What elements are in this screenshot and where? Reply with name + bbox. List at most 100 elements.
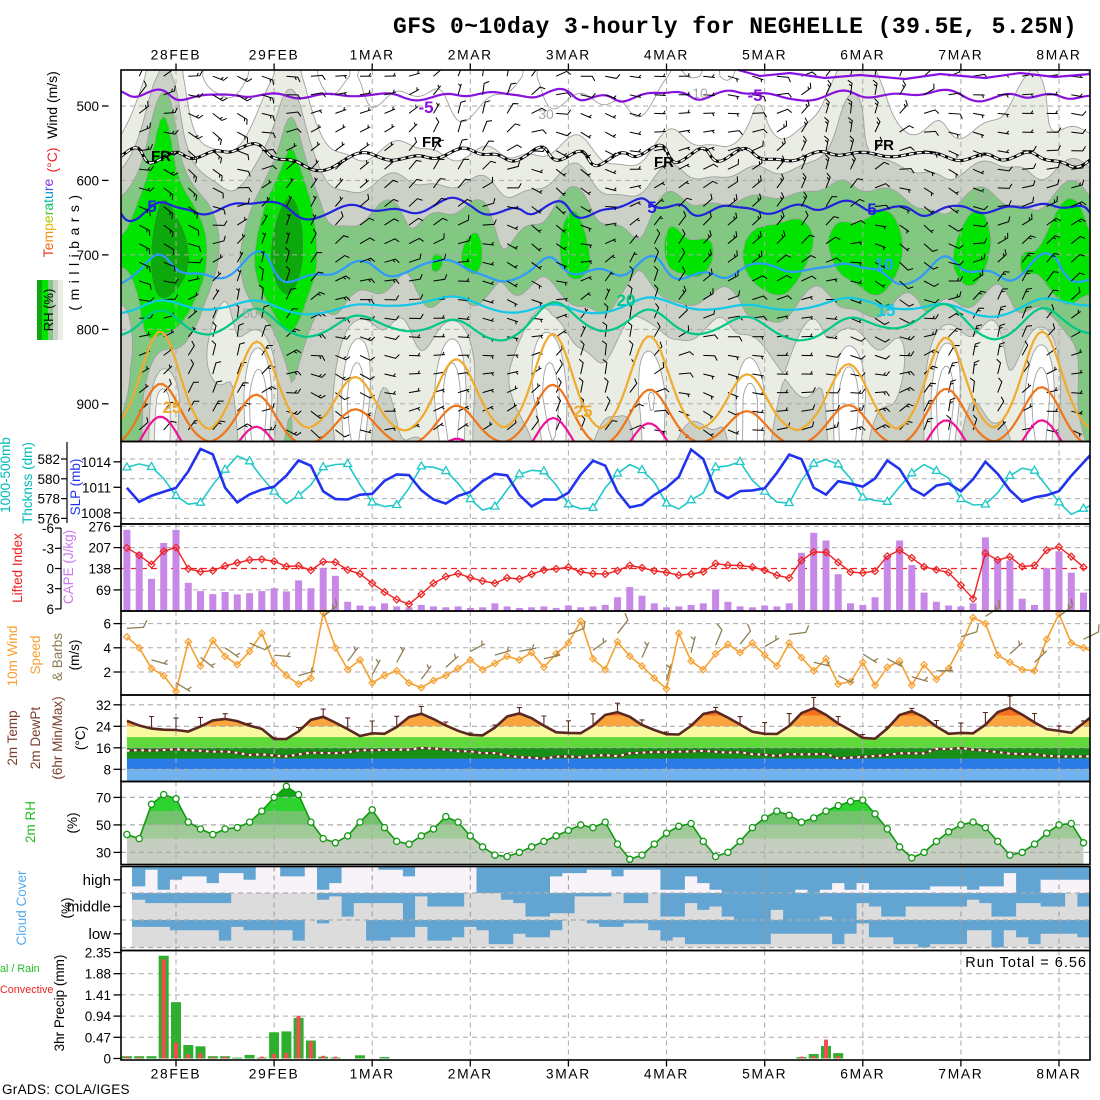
- svg-text:25: 25: [574, 402, 593, 421]
- svg-text:1.41: 1.41: [85, 988, 111, 1003]
- svg-text:1011: 1011: [82, 480, 111, 495]
- svg-text:10: 10: [692, 85, 708, 101]
- svg-text:middle: middle: [67, 899, 111, 916]
- svg-text:16: 16: [96, 741, 111, 756]
- svg-text:600: 600: [76, 173, 99, 188]
- svg-text:(°C): (°C): [44, 147, 60, 172]
- svg-text:GFS 0~10day 3-hourly for NEGHE: GFS 0~10day 3-hourly for NEGHELLE (39.5E…: [393, 14, 1077, 40]
- svg-text:1000-500mb: 1000-500mb: [0, 437, 13, 513]
- svg-text:Temperature: Temperature: [40, 178, 56, 257]
- svg-text:& Barbs: & Barbs: [50, 633, 65, 681]
- svg-text:1014: 1014: [81, 455, 112, 470]
- svg-text:15: 15: [877, 301, 896, 320]
- svg-text:2MAR: 2MAR: [448, 48, 493, 63]
- svg-text:30: 30: [538, 106, 554, 122]
- svg-text:0: 0: [46, 562, 54, 577]
- svg-text:Lifted Index: Lifted Index: [10, 533, 25, 603]
- svg-text:2m RH: 2m RH: [23, 801, 38, 843]
- svg-text:500: 500: [76, 99, 99, 114]
- svg-text:4MAR: 4MAR: [644, 1067, 689, 1082]
- svg-text:32: 32: [96, 698, 111, 713]
- svg-text:Wind (m/s): Wind (m/s): [44, 71, 60, 139]
- svg-text:8MAR: 8MAR: [1036, 1067, 1081, 1082]
- svg-text:high: high: [83, 872, 111, 889]
- svg-text:29FEB: 29FEB: [249, 48, 300, 63]
- svg-text:576: 576: [37, 511, 60, 526]
- svg-text:0.94: 0.94: [85, 1009, 112, 1024]
- svg-text:low: low: [88, 926, 111, 943]
- svg-text:4MAR: 4MAR: [644, 48, 689, 63]
- svg-text:-5: -5: [747, 86, 762, 105]
- svg-text:(millibars): (millibars): [66, 189, 82, 310]
- svg-text:5: 5: [867, 200, 876, 219]
- svg-text:6MAR: 6MAR: [840, 1067, 885, 1082]
- svg-text:29FEB: 29FEB: [249, 1067, 300, 1082]
- svg-text:1MAR: 1MAR: [350, 48, 395, 63]
- svg-text:580: 580: [37, 472, 60, 487]
- svg-text:-3: -3: [42, 541, 54, 556]
- svg-text:800: 800: [76, 322, 99, 337]
- svg-text:(%): (%): [59, 898, 74, 919]
- svg-text:2m DewPt: 2m DewPt: [28, 707, 43, 770]
- svg-text:FR: FR: [874, 137, 894, 154]
- svg-text:CAPE (J/kg): CAPE (J/kg): [61, 530, 76, 604]
- svg-text:RH (%): RH (%): [41, 289, 56, 332]
- svg-text:Cloud Cover: Cloud Cover: [14, 870, 29, 946]
- svg-text:7MAR: 7MAR: [938, 1067, 983, 1082]
- svg-text:(°C): (°C): [73, 726, 88, 750]
- svg-text:SLP (mb): SLP (mb): [68, 459, 83, 516]
- svg-text:3MAR: 3MAR: [546, 48, 591, 63]
- svg-text:6: 6: [46, 602, 54, 617]
- svg-text:FR: FR: [151, 148, 171, 165]
- svg-text:10: 10: [875, 255, 894, 274]
- svg-text:6MAR: 6MAR: [840, 48, 885, 63]
- svg-text:5: 5: [147, 197, 156, 216]
- svg-text:3hr Precip (mm): 3hr Precip (mm): [52, 955, 67, 1052]
- svg-text:1.88: 1.88: [85, 967, 111, 982]
- svg-text:28FEB: 28FEB: [151, 1067, 202, 1082]
- svg-text:(m/s): (m/s): [67, 640, 82, 671]
- svg-text:50: 50: [96, 818, 111, 833]
- svg-text:FR: FR: [422, 134, 442, 151]
- svg-text:900: 900: [76, 397, 99, 412]
- svg-text:70: 70: [96, 790, 111, 805]
- svg-text:0.47: 0.47: [85, 1030, 111, 1045]
- svg-text:28FEB: 28FEB: [151, 48, 202, 63]
- svg-text:-6: -6: [42, 521, 54, 536]
- svg-text:3: 3: [46, 582, 54, 597]
- svg-text:3MAR: 3MAR: [546, 1067, 591, 1082]
- svg-text:24: 24: [96, 719, 112, 734]
- svg-text:2.35: 2.35: [85, 946, 111, 961]
- svg-text:30: 30: [96, 845, 111, 860]
- svg-text:25: 25: [163, 398, 182, 417]
- svg-text:2MAR: 2MAR: [448, 1067, 493, 1082]
- svg-text:1008: 1008: [81, 506, 111, 521]
- svg-text:5MAR: 5MAR: [742, 1067, 787, 1082]
- svg-text:8: 8: [103, 762, 111, 777]
- svg-text:2: 2: [103, 665, 111, 680]
- svg-text:4: 4: [103, 641, 111, 656]
- svg-text:al / Rain: al / Rain: [0, 963, 40, 975]
- svg-text:GrADS: COLA/IGES: GrADS: COLA/IGES: [2, 1082, 130, 1097]
- svg-text:6: 6: [103, 617, 111, 632]
- svg-text:Speed: Speed: [28, 635, 43, 674]
- svg-text:0: 0: [103, 1052, 111, 1067]
- svg-text:8MAR: 8MAR: [1036, 48, 1081, 63]
- svg-text:-5: -5: [418, 98, 433, 117]
- svg-text:Thcknss (dm): Thcknss (dm): [20, 442, 35, 524]
- svg-text:138: 138: [88, 562, 111, 577]
- svg-text:50: 50: [976, 188, 992, 204]
- svg-text:578: 578: [37, 492, 60, 507]
- svg-text:700: 700: [76, 248, 99, 263]
- svg-text:276: 276: [88, 519, 111, 534]
- svg-text:5MAR: 5MAR: [742, 48, 787, 63]
- svg-text:582: 582: [37, 452, 60, 467]
- svg-text:(6hr Min/Max): (6hr Min/Max): [50, 696, 65, 779]
- svg-text:5: 5: [647, 198, 656, 217]
- svg-text:Convective: Convective: [0, 984, 53, 996]
- svg-text:207: 207: [88, 541, 111, 556]
- svg-text:Run Total = 6.56: Run Total = 6.56: [965, 955, 1087, 971]
- svg-text:7MAR: 7MAR: [938, 48, 983, 63]
- svg-text:69: 69: [96, 583, 111, 598]
- svg-text:(%): (%): [65, 813, 80, 834]
